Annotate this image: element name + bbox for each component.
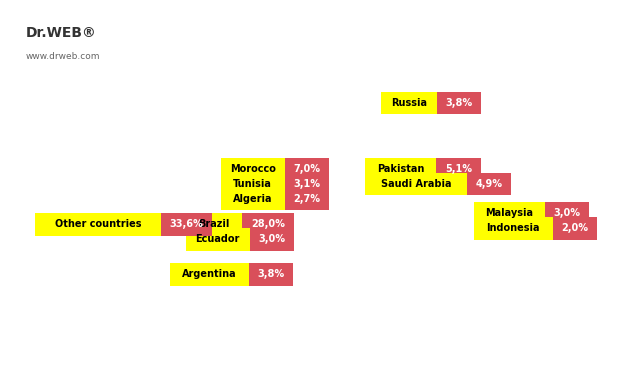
- Text: 3,0%: 3,0%: [554, 208, 581, 219]
- Text: Saudi Arabia: Saudi Arabia: [381, 179, 451, 189]
- Text: Argentina: Argentina: [182, 269, 237, 279]
- Text: 33,6%: 33,6%: [170, 219, 204, 230]
- Text: Indonesia: Indonesia: [486, 223, 540, 233]
- Text: Algeria: Algeria: [233, 194, 273, 204]
- Text: 5,1%: 5,1%: [445, 164, 472, 174]
- Text: Tunisia: Tunisia: [234, 179, 272, 189]
- Text: 3,0%: 3,0%: [258, 234, 285, 244]
- Text: 2,0%: 2,0%: [561, 223, 589, 233]
- Text: 7,0%: 7,0%: [293, 164, 321, 174]
- Text: Russia: Russia: [391, 98, 427, 108]
- Text: www.drweb.com: www.drweb.com: [26, 52, 100, 60]
- Text: 3,1%: 3,1%: [293, 179, 321, 189]
- Text: Brazil: Brazil: [198, 219, 230, 230]
- Text: 28,0%: 28,0%: [251, 219, 285, 230]
- Text: 3,8%: 3,8%: [257, 269, 285, 279]
- Text: Morocco: Morocco: [230, 164, 276, 174]
- Text: 2,7%: 2,7%: [293, 194, 321, 204]
- Text: 4,9%: 4,9%: [476, 179, 503, 189]
- Text: Pakistan: Pakistan: [377, 164, 424, 174]
- Text: Ecuador: Ecuador: [195, 234, 240, 244]
- Text: 3,8%: 3,8%: [445, 98, 473, 108]
- Text: Other countries: Other countries: [54, 219, 141, 230]
- Text: Malaysia: Malaysia: [486, 208, 534, 219]
- Text: Dr.WEB®: Dr.WEB®: [26, 26, 97, 40]
